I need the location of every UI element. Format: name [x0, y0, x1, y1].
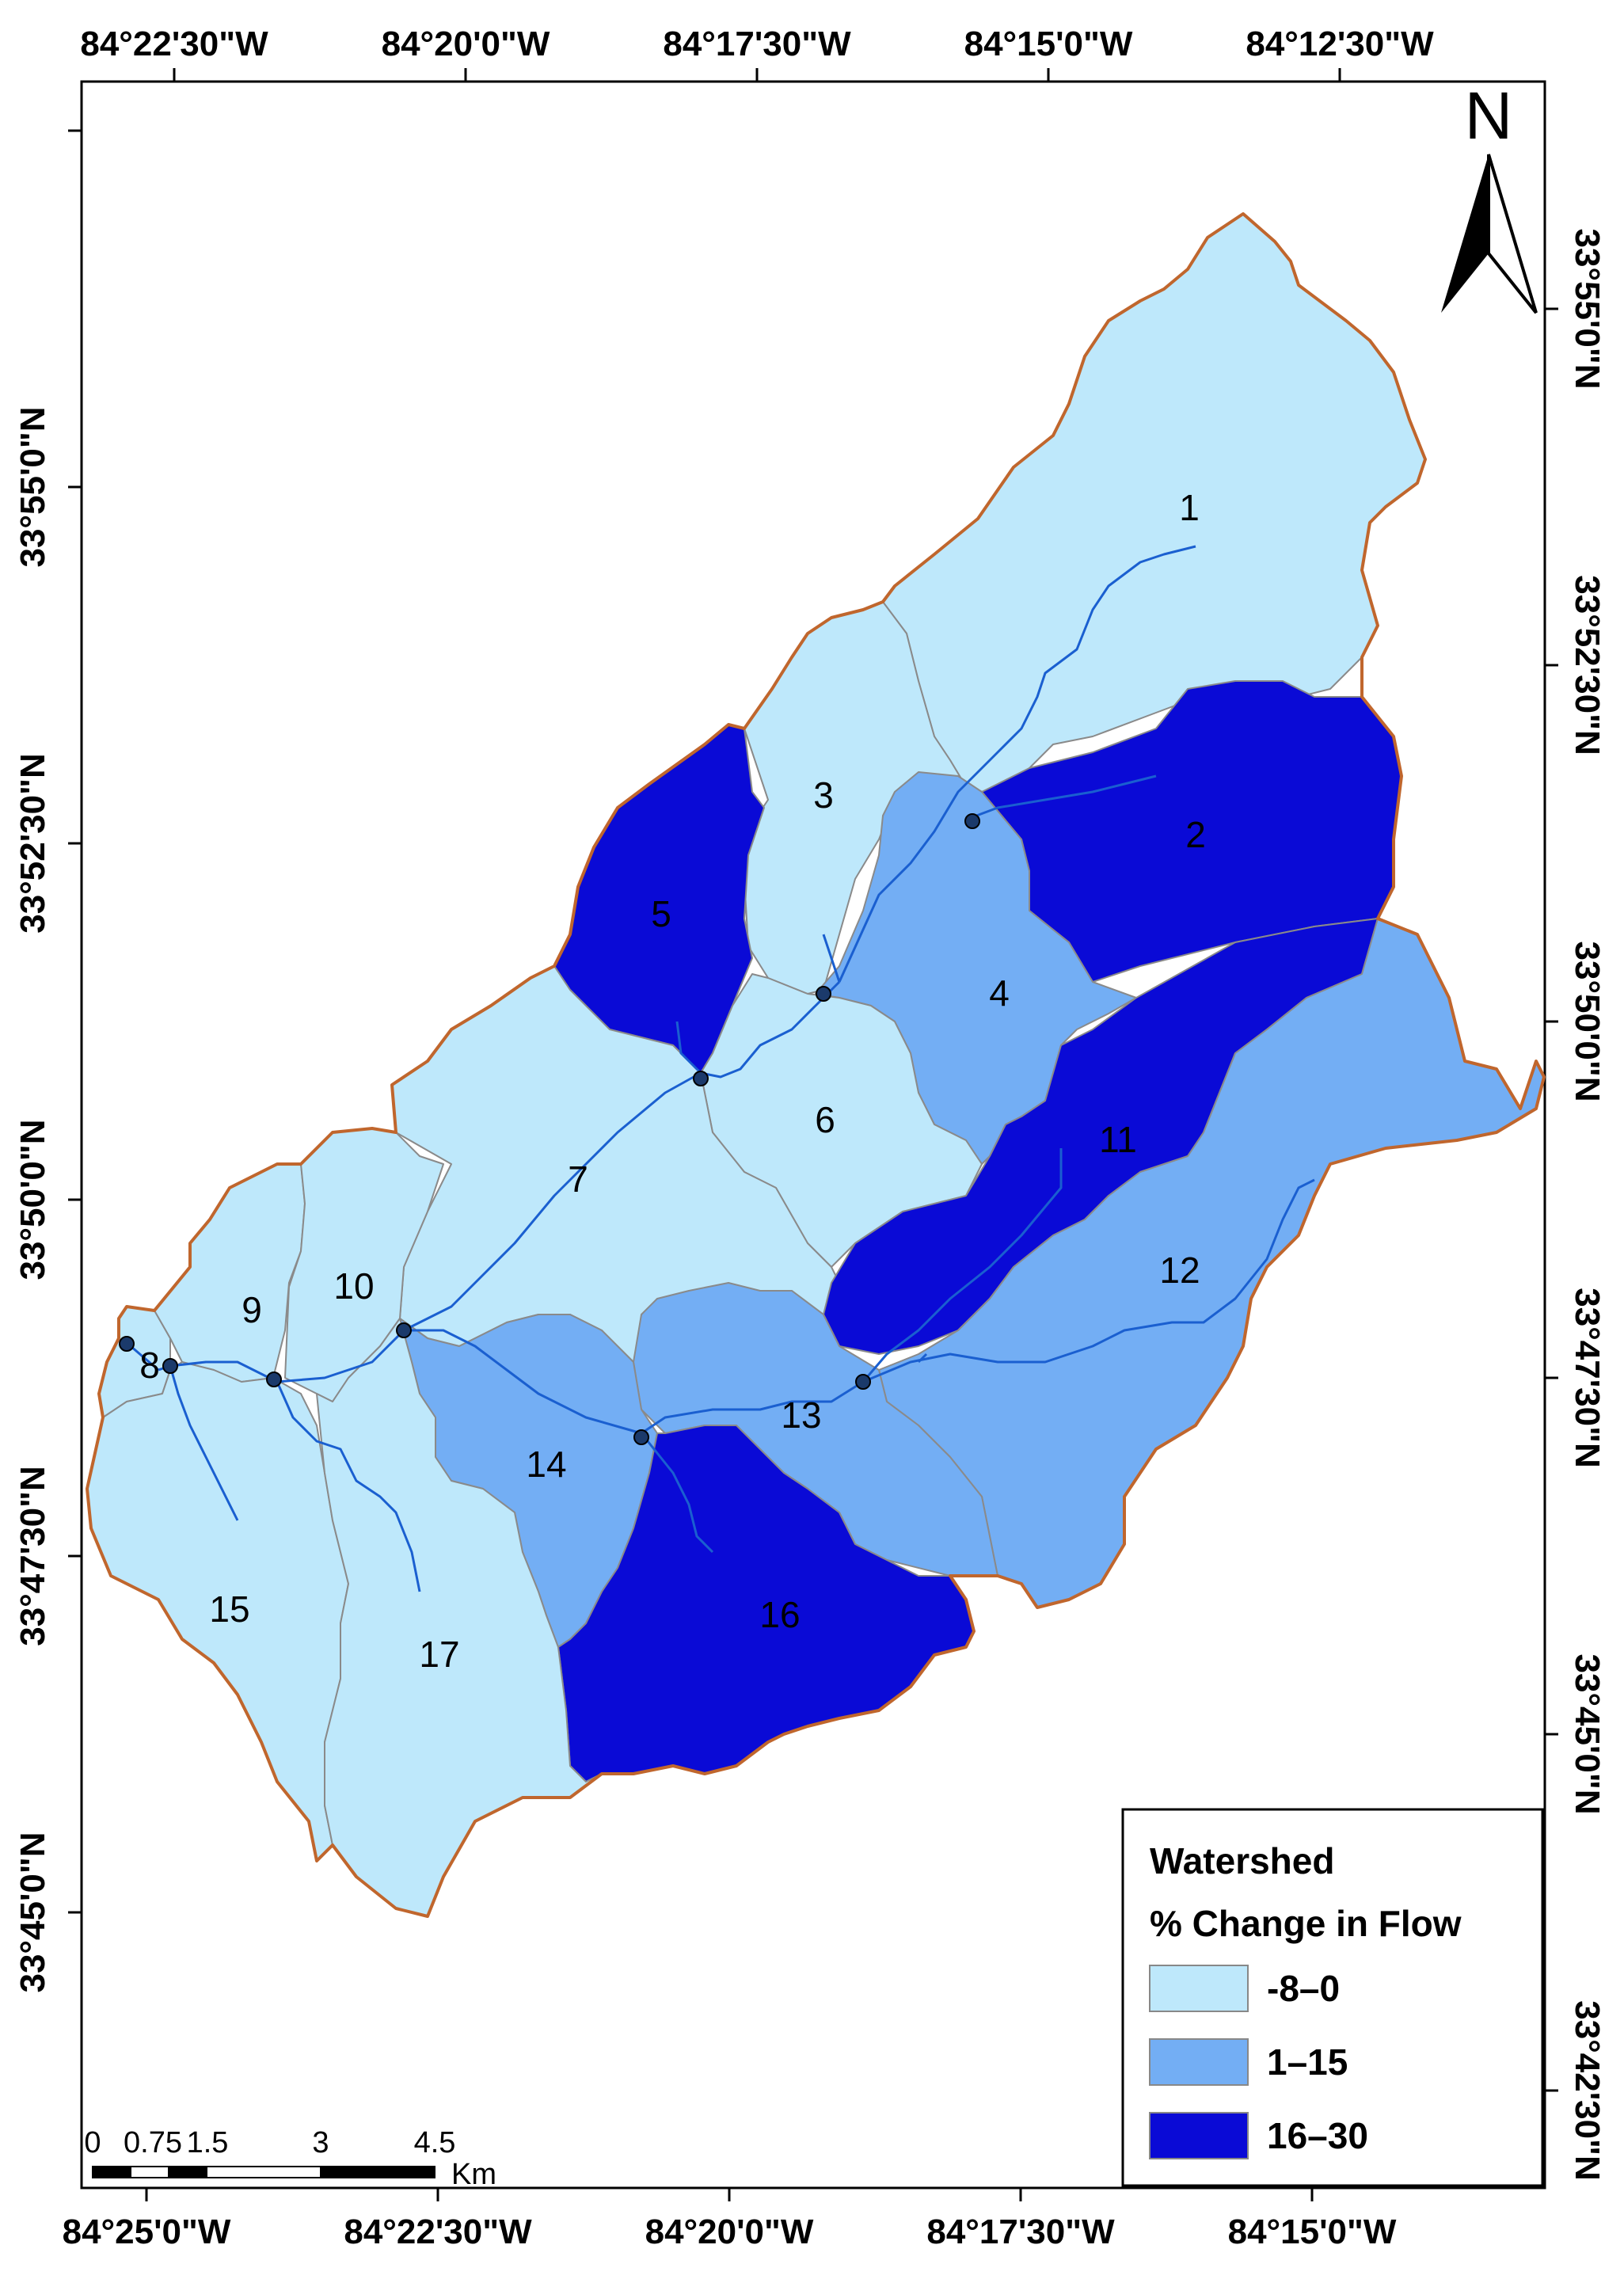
subbasin-label: 8: [139, 1345, 160, 1386]
right-coord-label: 33°45'0"N: [1568, 1653, 1607, 1814]
top-coord-label: 84°20'0"W: [382, 25, 550, 63]
subbasin-label: 2: [1185, 814, 1206, 855]
subbasin-label: 15: [209, 1588, 249, 1630]
subbasin-label: 16: [759, 1594, 800, 1635]
legend-swatch: [1149, 2112, 1249, 2159]
subbasin-labels: 1 2 3 4 5 6 7 8 9 10 11 12 13 14 15 16 1…: [139, 487, 1206, 1675]
watershed-boundary: [86, 212, 1546, 1918]
legend-swatch: [1149, 2038, 1249, 2086]
subbasin-label: 11: [1099, 1119, 1137, 1160]
subbasin-label: 9: [242, 1289, 262, 1330]
scale-tick-label: 3: [312, 2126, 329, 2159]
bottom-coord-label: 84°20'0"W: [645, 2212, 814, 2251]
left-coord-label: 33°47'30"N: [13, 1466, 52, 1646]
scale-tick-label: 0.75: [124, 2126, 182, 2159]
left-coord-label: 33°55'0"N: [13, 406, 52, 567]
top-coord-label: 84°15'0"W: [964, 25, 1133, 63]
legend-swatch: [1149, 1965, 1249, 2012]
right-coord-label: 33°47'30"N: [1568, 1288, 1607, 1468]
subbasin-label: 5: [651, 893, 671, 934]
scale-unit: Km: [451, 2158, 496, 2191]
legend: Watershed % Change in Flow -8–0 1–15 16–…: [1121, 1808, 1544, 2187]
legend-item-label: 16–30: [1267, 2115, 1368, 2156]
legend-item-label: 1–15: [1267, 2041, 1348, 2083]
legend-title: Watershed: [1150, 1840, 1334, 1881]
north-arrow-left-icon: [1441, 154, 1489, 313]
top-coord-label: 84°22'30"W: [80, 25, 268, 63]
subbasin-label: 12: [1159, 1250, 1200, 1291]
subbasin-label: 1: [1179, 487, 1200, 528]
left-coord-label: 33°52'30"N: [13, 753, 52, 934]
scale-tick-label: 4.5: [414, 2126, 456, 2159]
top-coord-label: 84°12'30"W: [1246, 25, 1434, 63]
subbasin-label: 7: [568, 1159, 588, 1200]
north-arrow: N: [1441, 78, 1538, 314]
frame-ticks: [68, 68, 1558, 2201]
scale-tick-label: 1.5: [187, 2126, 229, 2159]
legend-item-label: -8–0: [1267, 1968, 1340, 2009]
bottom-coord-label: 84°25'0"W: [63, 2212, 231, 2251]
subbasin-label: 6: [815, 1099, 835, 1140]
bottom-coord-label: 84°22'30"W: [344, 2212, 532, 2251]
subbasin-17: [316, 1318, 603, 1917]
right-coord-label: 33°42'30"N: [1568, 2000, 1607, 2181]
right-coord-label: 33°52'30"N: [1568, 575, 1607, 755]
left-coord-label: 33°45'0"N: [13, 1832, 52, 1992]
subbasin-label: 13: [781, 1394, 821, 1436]
subbasin-label: 10: [333, 1265, 374, 1307]
subbasin-label: 14: [526, 1444, 566, 1485]
bottom-coord-label: 84°17'30"W: [926, 2212, 1115, 2251]
stream-network: [127, 545, 1315, 1592]
left-coord-label: 33°50'0"N: [13, 1119, 52, 1280]
north-arrow-right-icon: [1487, 154, 1538, 314]
outlet-points: [119, 813, 980, 1445]
right-coord-label: 33°55'0"N: [1568, 228, 1607, 389]
subbasin-label: 17: [419, 1634, 459, 1675]
bottom-coord-label: 84°15'0"W: [1228, 2212, 1397, 2251]
top-coord-label: 84°17'30"W: [663, 25, 851, 63]
right-coord-label: 33°50'0"N: [1568, 941, 1607, 1101]
subbasin-label: 4: [989, 972, 1010, 1014]
scale-tick-label: 0: [84, 2126, 101, 2159]
subbasin-label: 3: [813, 774, 834, 816]
legend-subtitle: % Change in Flow: [1150, 1903, 1462, 1944]
north-label: N: [1465, 78, 1513, 153]
scale-bar: 0 0.75 1.5 3 4.5 Km: [84, 2126, 496, 2191]
